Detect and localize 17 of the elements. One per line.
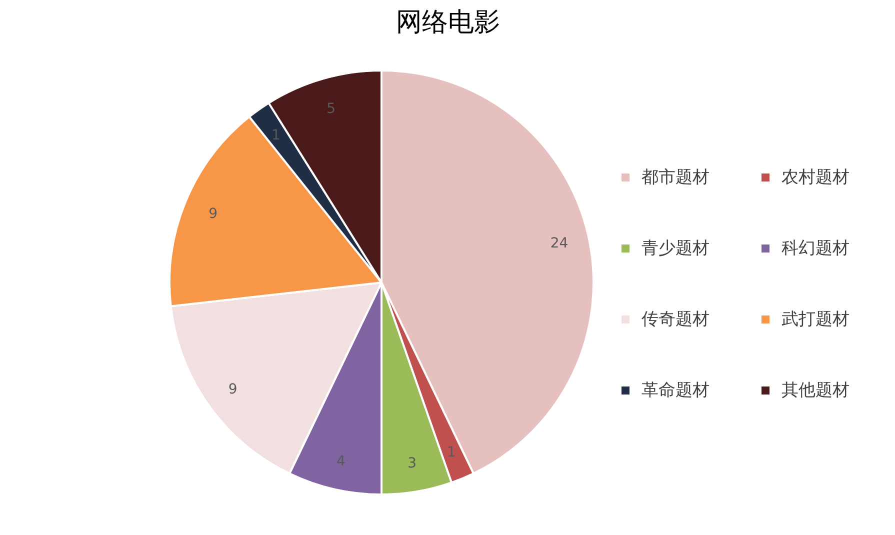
legend-label: 青少题材 <box>642 238 710 258</box>
data-label: 9 <box>208 206 218 222</box>
legend-label: 其他题材 <box>782 380 850 400</box>
legend-label: 科幻题材 <box>782 238 850 258</box>
data-label: 4 <box>336 454 346 470</box>
legend-label: 武打题材 <box>782 310 850 330</box>
data-label: 1 <box>272 127 280 144</box>
legend-label: 传奇题材 <box>642 310 710 330</box>
chart-title: 网络电影 <box>396 8 500 38</box>
data-label: 9 <box>228 382 238 398</box>
legend-label: 都市题材 <box>642 168 710 188</box>
data-label: 5 <box>326 100 336 117</box>
data-label: 3 <box>408 456 417 472</box>
legend-label: 革命题材 <box>642 380 710 400</box>
data-label: 1 <box>446 444 456 460</box>
data-label: 24 <box>550 235 568 252</box>
legend-label: 农村题材 <box>782 168 850 188</box>
